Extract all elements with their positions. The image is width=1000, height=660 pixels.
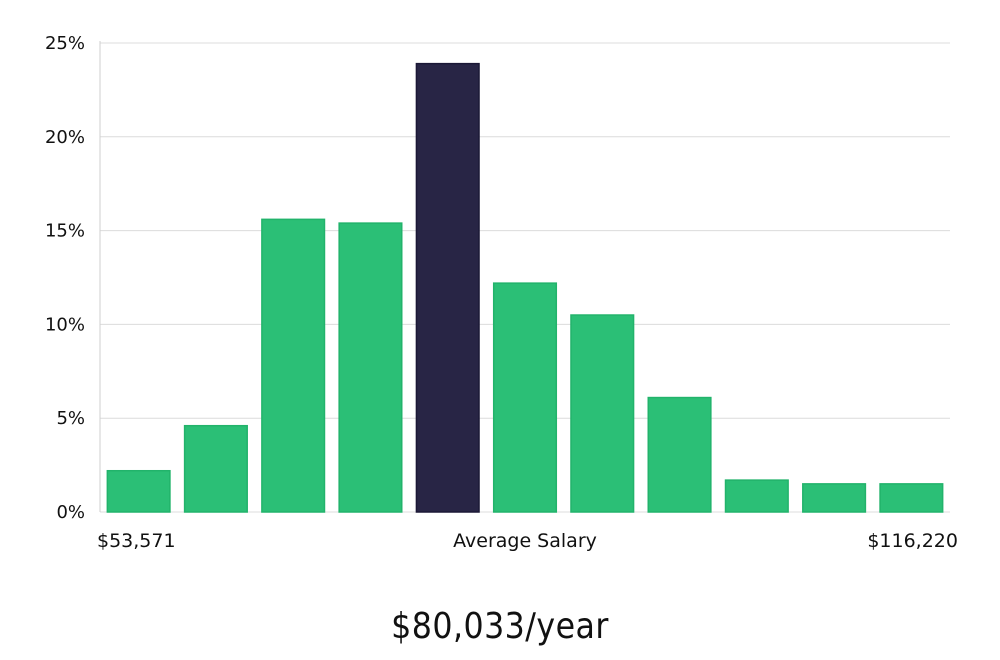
bars bbox=[106, 62, 944, 513]
bar-6 bbox=[492, 282, 558, 513]
y-tick-label-1: 5% bbox=[56, 408, 85, 429]
bar-3 bbox=[261, 218, 326, 513]
bar-1 bbox=[106, 469, 171, 513]
x-axis-min-label: $53,571 bbox=[97, 530, 176, 552]
y-tick-label-2: 10% bbox=[45, 314, 85, 335]
bar-8 bbox=[647, 396, 712, 513]
chart-svg: 0%5%10%15%20%25% $53,571 Average Salary … bbox=[45, 33, 958, 552]
bar-4 bbox=[338, 222, 403, 513]
bar-10 bbox=[802, 483, 867, 513]
y-tick-label-4: 20% bbox=[45, 127, 85, 148]
y-tick-label-3: 15% bbox=[45, 221, 85, 242]
y-tick-label-5: 25% bbox=[45, 33, 85, 54]
x-axis-max-label: $116,220 bbox=[867, 530, 958, 552]
bar-average-salary bbox=[415, 62, 480, 513]
bar-11 bbox=[879, 483, 944, 513]
y-tick-label-0: 0% bbox=[56, 502, 85, 523]
average-salary-value: $80,033/year bbox=[391, 606, 609, 647]
bar-9 bbox=[724, 479, 789, 513]
bar-7 bbox=[570, 314, 635, 513]
y-axis-ticks: 0% 5% 10% 15% 20% 25% bbox=[45, 33, 85, 523]
x-axis-center-label: Average Salary bbox=[453, 530, 597, 552]
bar-2 bbox=[183, 424, 248, 513]
